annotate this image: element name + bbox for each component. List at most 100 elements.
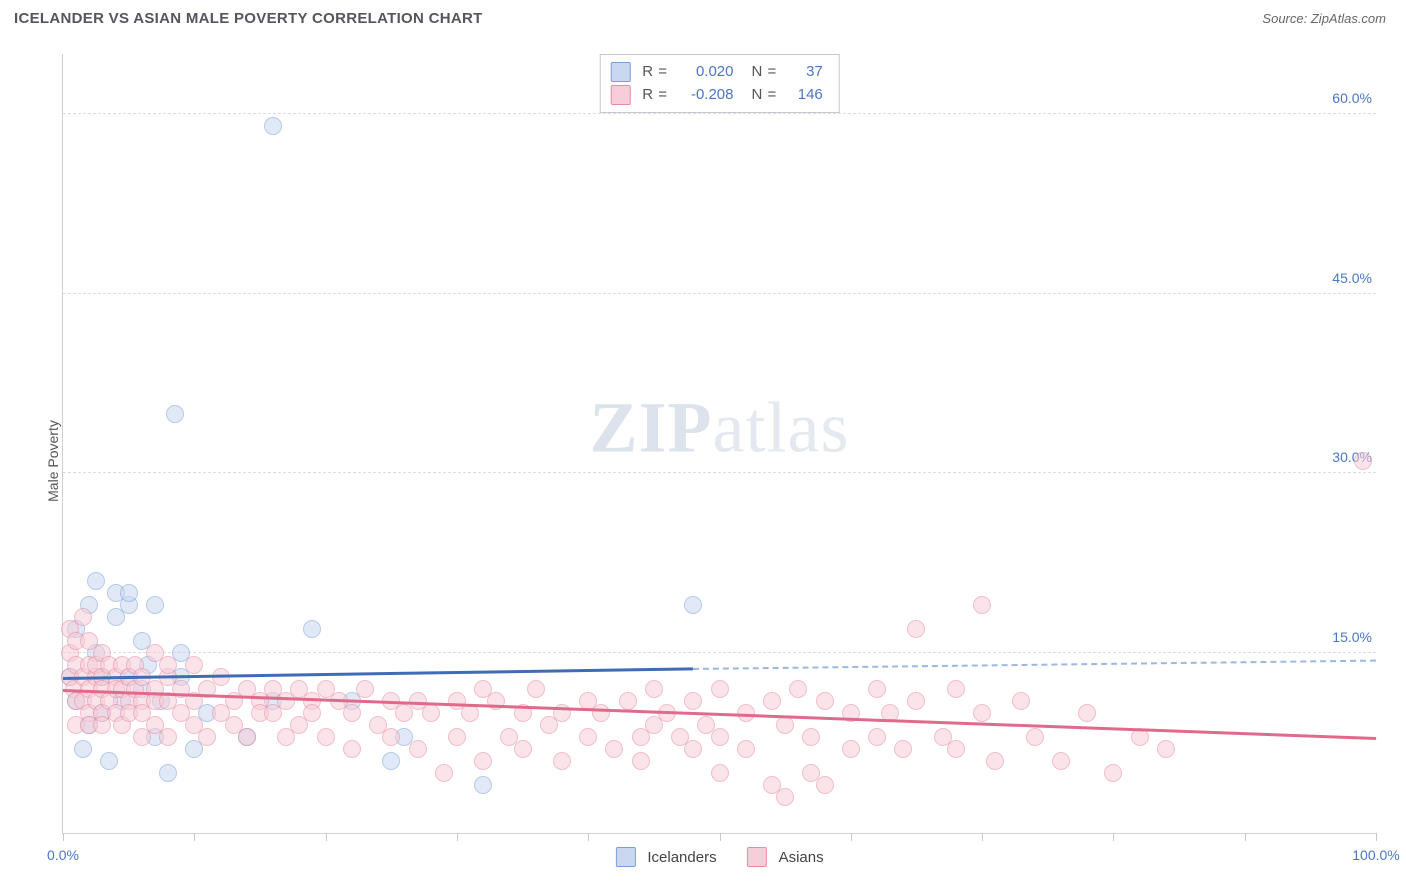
data-point (159, 728, 177, 746)
data-point (645, 680, 663, 698)
data-point (527, 680, 545, 698)
data-point (303, 704, 321, 722)
trend-line-extrapolated (693, 659, 1376, 669)
y-tick-label: 45.0% (1332, 270, 1378, 286)
data-point (986, 752, 1004, 770)
data-point (435, 764, 453, 782)
y-axis-label: Male Poverty (45, 420, 61, 502)
data-point (842, 740, 860, 758)
data-point (514, 740, 532, 758)
data-point (592, 704, 610, 722)
n-label: N = (752, 84, 777, 107)
watermark-atlas: atlas (713, 387, 850, 467)
r-label: R = (642, 84, 667, 107)
data-point (711, 728, 729, 746)
x-tick (1245, 833, 1246, 841)
data-point (87, 572, 105, 590)
n-label: N = (752, 61, 777, 84)
source-credit: Source: ZipAtlas.com (1262, 11, 1386, 26)
data-point (619, 692, 637, 710)
data-point (737, 740, 755, 758)
x-tick (194, 833, 195, 841)
data-point (776, 716, 794, 734)
x-tick (588, 833, 589, 841)
data-point (382, 752, 400, 770)
data-point (947, 680, 965, 698)
source-label: Source: (1262, 11, 1307, 26)
trend-line (63, 668, 693, 680)
data-point (816, 692, 834, 710)
data-point (264, 117, 282, 135)
plot-area: ZIPatlas R = 0.020 N = 37 R = -0.208 N =… (62, 54, 1376, 834)
x-tick (457, 833, 458, 841)
data-point (343, 740, 361, 758)
data-point (382, 728, 400, 746)
data-point (684, 740, 702, 758)
x-tick (1113, 833, 1114, 841)
data-point (1157, 740, 1175, 758)
source-name: ZipAtlas.com (1311, 11, 1386, 26)
data-point (198, 728, 216, 746)
x-tick (851, 833, 852, 841)
n-value-icelanders: 37 (785, 61, 823, 84)
stats-row-asians: R = -0.208 N = 146 (610, 84, 823, 107)
gridline (63, 113, 1376, 114)
data-point (553, 752, 571, 770)
data-point (684, 692, 702, 710)
data-point (907, 620, 925, 638)
r-value-asians: -0.208 (676, 84, 734, 107)
chart-title: ICELANDER VS ASIAN MALE POVERTY CORRELAT… (14, 10, 483, 27)
data-point (356, 680, 374, 698)
data-point (789, 680, 807, 698)
data-point (159, 764, 177, 782)
data-point (212, 668, 230, 686)
data-point (711, 680, 729, 698)
watermark-zip: ZIP (590, 387, 713, 467)
data-point (474, 752, 492, 770)
x-tick-label: 0.0% (47, 847, 79, 863)
data-point (711, 764, 729, 782)
data-point (1012, 692, 1030, 710)
data-point (947, 740, 965, 758)
data-point (166, 405, 184, 423)
y-tick-label: 60.0% (1332, 90, 1378, 106)
data-point (343, 704, 361, 722)
data-point (1104, 764, 1122, 782)
gridline (63, 652, 1376, 653)
data-point (461, 704, 479, 722)
data-point (894, 740, 912, 758)
data-point (238, 728, 256, 746)
y-tick-label: 15.0% (1332, 629, 1378, 645)
data-point (474, 776, 492, 794)
legend: Icelanders Asians (615, 847, 823, 867)
data-point (632, 752, 650, 770)
x-tick (1376, 833, 1377, 841)
data-point (816, 776, 834, 794)
swatch-asians (747, 847, 767, 867)
data-point (1052, 752, 1070, 770)
data-point (605, 740, 623, 758)
data-point (159, 656, 177, 674)
data-point (763, 692, 781, 710)
legend-item-icelanders: Icelanders (615, 847, 716, 867)
x-tick (982, 833, 983, 841)
legend-item-asians: Asians (747, 847, 824, 867)
data-point (1026, 728, 1044, 746)
data-point (579, 728, 597, 746)
x-tick (63, 833, 64, 841)
data-point (448, 728, 466, 746)
gridline (63, 293, 1376, 294)
data-point (146, 596, 164, 614)
chart-container: Male Poverty ZIPatlas R = 0.020 N = 37 R… (14, 40, 1392, 882)
x-tick (326, 833, 327, 841)
x-tick-label: 100.0% (1352, 847, 1399, 863)
data-point (802, 728, 820, 746)
data-point (74, 740, 92, 758)
data-point (185, 656, 203, 674)
data-point (973, 596, 991, 614)
data-point (907, 692, 925, 710)
data-point (409, 740, 427, 758)
data-point (422, 704, 440, 722)
r-value-icelanders: 0.020 (676, 61, 734, 84)
data-point (973, 704, 991, 722)
